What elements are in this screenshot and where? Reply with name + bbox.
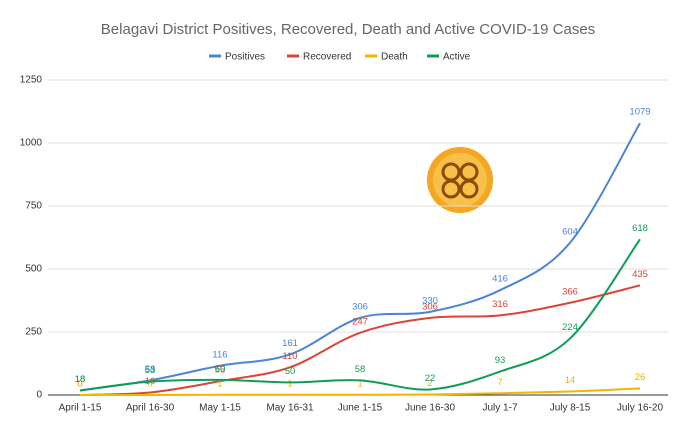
- data-label: 116: [212, 349, 227, 360]
- data-label: 604: [562, 226, 578, 237]
- x-tick-label: June 16-30: [405, 403, 455, 414]
- data-label: 53: [145, 365, 156, 376]
- data-label: 18: [75, 374, 86, 385]
- x-tick-label: May 16-31: [266, 403, 314, 414]
- legend-label: Positives: [225, 52, 265, 63]
- data-label: 60: [215, 363, 226, 374]
- x-tick-label: April 1-15: [59, 403, 102, 414]
- legend-label: Recovered: [303, 52, 351, 63]
- series-line: [79, 122, 641, 392]
- data-label: 2: [427, 378, 432, 389]
- data-label: 7: [497, 377, 502, 388]
- y-tick-label: 500: [25, 264, 42, 275]
- logo: [427, 147, 493, 213]
- data-label: 416: [492, 274, 508, 285]
- data-label: 247: [352, 316, 368, 327]
- series-line: [79, 387, 641, 397]
- data-label: 58: [355, 364, 366, 375]
- y-tick-label: 750: [25, 201, 42, 212]
- data-label: 306: [422, 301, 438, 312]
- y-tick-label: 0: [36, 390, 42, 401]
- x-tick-label: April 16-30: [126, 403, 175, 414]
- data-label: 224: [562, 322, 578, 333]
- legend-label: Death: [381, 52, 408, 63]
- x-tick-label: July 8-15: [550, 403, 591, 414]
- y-tick-label: 1250: [20, 75, 43, 86]
- data-label: 55: [215, 365, 226, 376]
- chart-title: Belagavi District Positives, Recovered, …: [101, 21, 595, 38]
- data-label: 161: [282, 338, 298, 349]
- data-label: 1: [357, 378, 362, 389]
- x-tick-label: July 16-20: [617, 403, 664, 414]
- data-label: 18: [75, 374, 86, 385]
- data-label: 306: [352, 301, 368, 312]
- data-label: 1: [217, 378, 222, 389]
- x-tick-label: June 1-15: [338, 403, 383, 414]
- data-label: 14: [565, 375, 576, 386]
- data-label: 1079: [629, 107, 650, 118]
- x-tick-label: May 1-15: [199, 403, 241, 414]
- data-label: 435: [632, 269, 648, 280]
- data-label: 22: [425, 373, 436, 384]
- data-label: 618: [632, 223, 648, 234]
- data-label: 0: [147, 379, 152, 390]
- data-label: 1: [287, 378, 292, 389]
- series-line: [79, 284, 641, 396]
- data-label: 110: [282, 351, 297, 362]
- data-label: 366: [562, 286, 578, 297]
- data-label: 0: [77, 379, 82, 390]
- series-line: [79, 238, 641, 392]
- data-label: 58: [145, 364, 156, 375]
- data-label: 0: [77, 379, 82, 390]
- legend-label: Active: [443, 52, 471, 63]
- data-label: 330: [422, 295, 438, 306]
- x-tick-label: July 1-7: [482, 403, 517, 414]
- data-label: 26: [635, 372, 646, 383]
- y-tick-label: 1000: [20, 138, 43, 149]
- data-label: 316: [492, 299, 508, 310]
- y-tick-label: 250: [25, 327, 42, 338]
- data-label: 50: [285, 366, 296, 377]
- data-label: 93: [495, 355, 506, 366]
